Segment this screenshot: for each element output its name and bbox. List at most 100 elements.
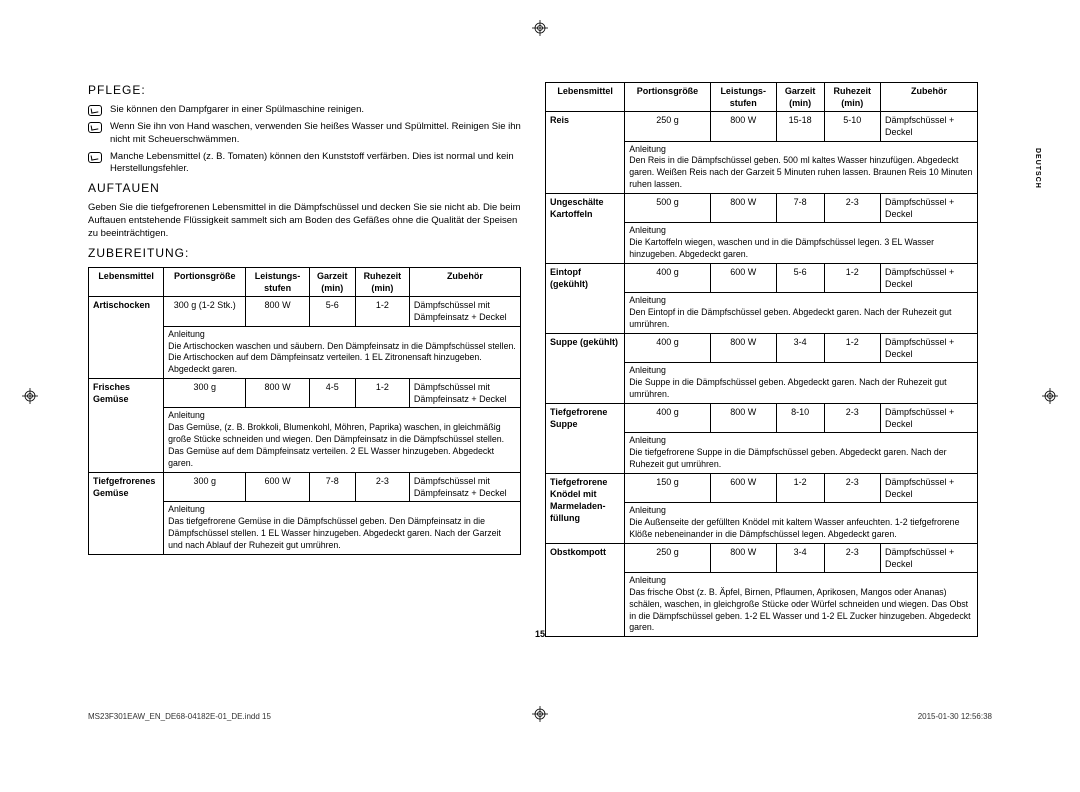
cell-instruction: AnleitungDie Kartoffeln wiegen, waschen … — [625, 223, 978, 264]
instruction-label: Anleitung — [629, 225, 973, 237]
cell-food: Reis — [546, 112, 625, 194]
cell-power: 600 W — [710, 473, 776, 502]
cell-cook: 7-8 — [776, 194, 824, 223]
column-header: Ruhezeit(min) — [824, 83, 880, 112]
cell-portion: 400 g — [625, 263, 710, 292]
bullet-text: Manche Lebensmittel (z. B. Tomaten) könn… — [110, 151, 521, 177]
cell-acc: Dämpfschüssel mit Dämpfeinsatz + Deckel — [409, 472, 520, 501]
instruction-label: Anleitung — [629, 295, 973, 307]
cell-rest: 1-2 — [355, 297, 409, 326]
cell-rest: 2-3 — [824, 473, 880, 502]
cell-acc: Dämpfschüssel + Deckel — [880, 473, 977, 502]
instruction-label: Anleitung — [629, 365, 973, 377]
bullet-text: Wenn Sie ihn von Hand waschen, verwenden… — [110, 121, 521, 147]
cell-power: 600 W — [246, 472, 309, 501]
column-header: Lebensmittel — [89, 268, 164, 297]
page-number: 15 — [0, 628, 1080, 640]
instruction-text: Die tiefgefrorene Suppe in die Dämpfschü… — [629, 447, 946, 469]
column-header: Portionsgröße — [625, 83, 710, 112]
cell-instruction: AnleitungDas tiefgefrorene Gemüse in die… — [164, 502, 521, 555]
table-right: LebensmittelPortionsgrößeLeistungs-stufe… — [545, 82, 978, 637]
cell-food: Obstkompott — [546, 543, 625, 637]
registration-mark-icon — [532, 706, 548, 722]
cell-power: 800 W — [710, 112, 776, 141]
cell-instruction: AnleitungDie Suppe in die Dämpfschüssel … — [625, 363, 978, 404]
cell-acc: Dämpfschüssel + Deckel — [880, 543, 977, 572]
cell-rest: 2-3 — [355, 472, 409, 501]
instruction-label: Anleitung — [629, 575, 973, 587]
table-row: Suppe (gekühlt)400 g800 W3-41-2Dämpfschü… — [546, 333, 978, 362]
cell-power: 800 W — [710, 403, 776, 432]
cell-power: 600 W — [710, 263, 776, 292]
column-header: Leistungs-stufen — [710, 83, 776, 112]
cell-food: Tiefgefrorene Suppe — [546, 403, 625, 473]
footer-left: MS23F301EAW_EN_DE68-04182E-01_DE.indd 15 — [88, 712, 271, 723]
cell-instruction: AnleitungDas Gemüse, (z. B. Brokkoli, Bl… — [164, 408, 521, 472]
cell-acc: Dämpfschüssel mit Dämpfeinsatz + Deckel — [409, 379, 520, 408]
cell-portion: 400 g — [625, 403, 710, 432]
instruction-text: Den Eintopf in die Dämpfschüssel geben. … — [629, 307, 951, 329]
auftauen-text: Geben Sie die tiefgefrorenen Lebensmitte… — [88, 202, 521, 240]
bullet-item: Manche Lebensmittel (z. B. Tomaten) könn… — [88, 151, 521, 177]
cell-power: 800 W — [710, 333, 776, 362]
cell-rest: 2-3 — [824, 543, 880, 572]
cell-portion: 500 g — [625, 194, 710, 223]
instruction-label: Anleitung — [168, 410, 516, 422]
cell-cook: 5-6 — [309, 297, 355, 326]
footer-right: 2015-01-30 12:56:38 — [918, 712, 992, 723]
cell-power: 800 W — [710, 194, 776, 223]
table-left: LebensmittelPortionsgrößeLeistungs-stufe… — [88, 267, 521, 555]
cell-cook: 15-18 — [776, 112, 824, 141]
table-row: Artischocken300 g (1-2 Stk.)800 W5-61-2D… — [89, 297, 521, 326]
cell-acc: Dämpfschüssel + Deckel — [880, 403, 977, 432]
column-header: Portionsgröße — [164, 268, 246, 297]
table-row: Obstkompott250 g800 W3-42-3Dämpfschüssel… — [546, 543, 978, 572]
cell-power: 800 W — [246, 379, 309, 408]
column-header: Ruhezeit(min) — [355, 268, 409, 297]
table-row: Tiefgefrorenes Gemüse300 g600 W7-82-3Däm… — [89, 472, 521, 501]
cell-portion: 300 g — [164, 379, 246, 408]
instruction-text: Den Reis in die Dämpfschüssel geben. 500… — [629, 155, 972, 189]
instruction-text: Das tiefgefrorene Gemüse in die Dämpfsch… — [168, 516, 501, 550]
bullet-item: Sie können den Dampfgarer in einer Spülm… — [88, 104, 521, 117]
instruction-text: Die Kartoffeln wiegen, waschen und in di… — [629, 237, 934, 259]
table-row: Ungeschälte Kartoffeln500 g800 W7-82-3Dä… — [546, 194, 978, 223]
cell-acc: Dämpfschüssel mit Dämpfeinsatz + Deckel — [409, 297, 520, 326]
cell-food: Tiefgefrorenes Gemüse — [89, 472, 164, 554]
column-header: Lebensmittel — [546, 83, 625, 112]
instruction-label: Anleitung — [629, 144, 973, 156]
note-icon — [88, 105, 102, 116]
side-language: DEUTSCH — [1033, 148, 1042, 189]
table-row: Frisches Gemüse300 g800 W4-51-2Dämpfschü… — [89, 379, 521, 408]
cell-food: Suppe (gekühlt) — [546, 333, 625, 403]
registration-mark-icon — [532, 20, 548, 36]
heading-pflege: PFLEGE: — [88, 82, 521, 98]
cell-rest: 2-3 — [824, 194, 880, 223]
cell-instruction: AnleitungDie Außenseite der gefüllten Kn… — [625, 502, 978, 543]
instruction-text: Das Gemüse, (z. B. Brokkoli, Blumenkohl,… — [168, 422, 504, 468]
cell-cook: 1-2 — [776, 473, 824, 502]
table-row: Tiefgefrorene Suppe400 g800 W8-102-3Dämp… — [546, 403, 978, 432]
cell-rest: 1-2 — [355, 379, 409, 408]
instruction-label: Anleitung — [168, 329, 516, 341]
cell-rest: 1-2 — [824, 333, 880, 362]
cell-rest: 2-3 — [824, 403, 880, 432]
cell-food: Artischocken — [89, 297, 164, 379]
cell-power: 800 W — [710, 543, 776, 572]
cell-power: 800 W — [246, 297, 309, 326]
column-header: Leistungs-stufen — [246, 268, 309, 297]
cell-food: Ungeschälte Kartoffeln — [546, 194, 625, 264]
cell-portion: 400 g — [625, 333, 710, 362]
cell-rest: 5-10 — [824, 112, 880, 141]
cell-food: Frisches Gemüse — [89, 379, 164, 473]
note-icon — [88, 152, 102, 163]
cell-acc: Dämpfschüssel + Deckel — [880, 263, 977, 292]
cell-cook: 3-4 — [776, 543, 824, 572]
instruction-text: Die Artischocken waschen und säubern. De… — [168, 341, 516, 375]
cell-cook: 8-10 — [776, 403, 824, 432]
heading-zubereitung: ZUBEREITUNG: — [88, 245, 521, 261]
column-header: Garzeit(min) — [776, 83, 824, 112]
column-header: Zubehör — [880, 83, 977, 112]
cell-portion: 300 g (1-2 Stk.) — [164, 297, 246, 326]
cell-instruction: AnleitungDen Reis in die Dämpfschüssel g… — [625, 141, 978, 194]
